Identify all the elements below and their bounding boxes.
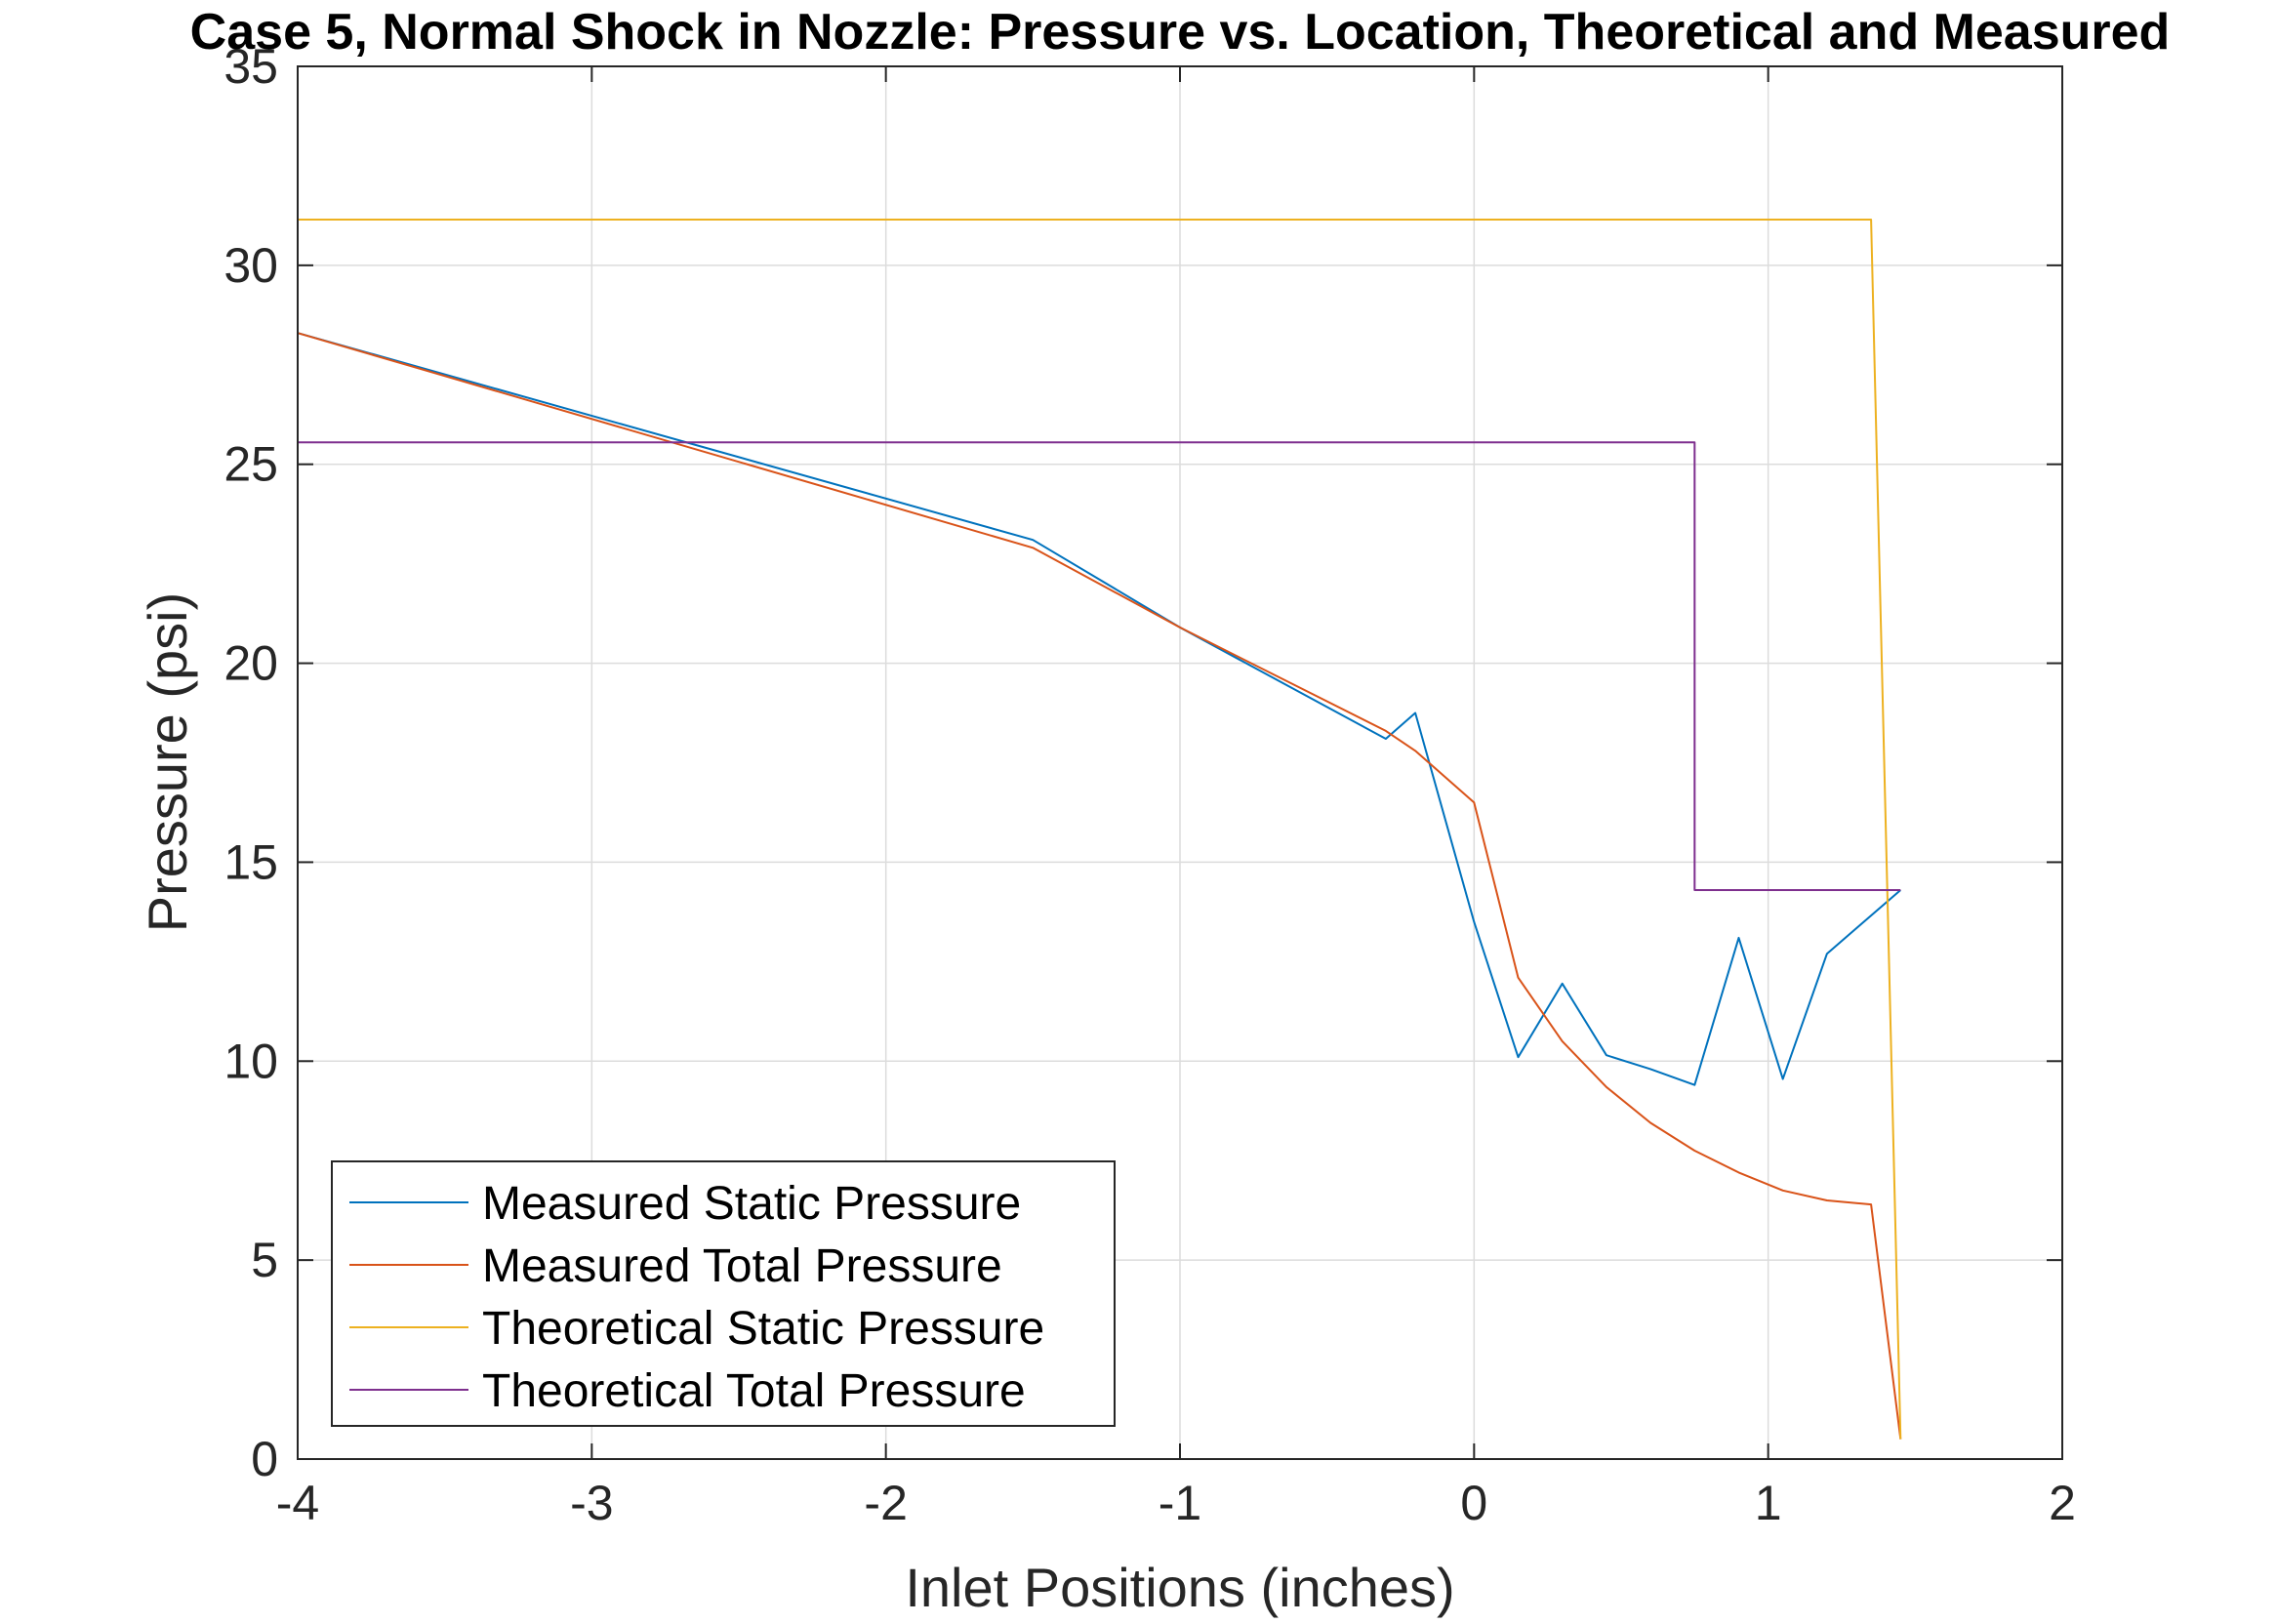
x-tick-label: -2 (864, 1476, 907, 1530)
legend-label: Theoretical Static Pressure (482, 1303, 1044, 1355)
y-tick-label: 5 (251, 1233, 278, 1287)
y-axis-label: Pressure (psi) (137, 592, 198, 933)
y-tick-label: 10 (224, 1034, 278, 1088)
y-tick-label: 0 (251, 1432, 278, 1486)
y-tick-label: 25 (224, 437, 278, 492)
y-tick-label: 15 (224, 834, 278, 889)
series-line-1 (297, 332, 1901, 1086)
chart-title: Case 5, Normal Shock in Nozzle: Pressure… (190, 4, 2171, 61)
series-line-2 (297, 332, 1902, 1440)
y-tick-label: 35 (224, 39, 278, 94)
y-tick-label: 30 (224, 238, 278, 293)
legend-label: Measured Static Pressure (482, 1178, 1021, 1230)
x-tick-label: -1 (1159, 1476, 1201, 1530)
series-line-4 (298, 441, 1901, 891)
x-tick-label: 2 (2049, 1476, 2076, 1530)
series-line-3 (298, 219, 1902, 1440)
x-tick-label: -4 (276, 1476, 319, 1530)
legend-label: Theoretical Total Pressure (482, 1365, 1026, 1417)
legend-label: Measured Total Pressure (482, 1240, 1002, 1292)
x-tick-label: 1 (1755, 1476, 1782, 1530)
x-tick-label: 0 (1460, 1476, 1487, 1530)
x-axis-label: Inlet Positions (inches) (905, 1557, 1454, 1618)
legend-box (331, 1160, 1116, 1427)
legend: Measured Static Pressure Measured Total P… (331, 1160, 1116, 1427)
x-tick-label: -3 (570, 1476, 613, 1530)
series-layer (297, 219, 1902, 1440)
y-tick-label: 20 (224, 636, 278, 691)
